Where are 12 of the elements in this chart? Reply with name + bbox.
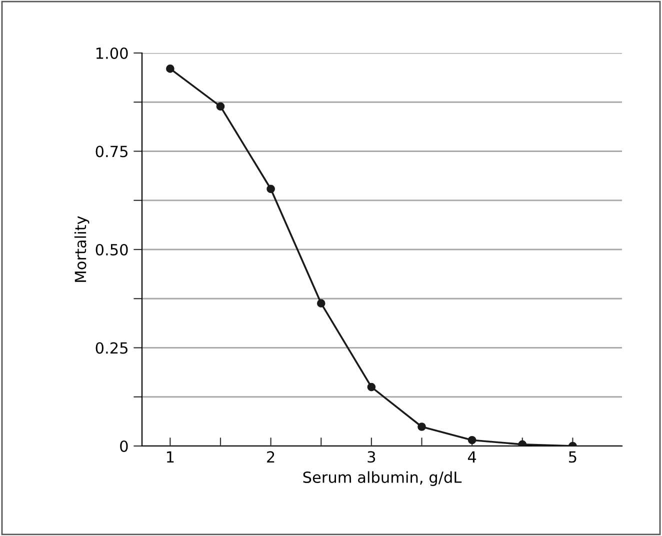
x-tick-label: 5: [569, 451, 576, 463]
y-axis-title: Mortality: [74, 216, 90, 282]
y-tick-label: 1.00: [96, 47, 128, 60]
y-tick-label: 0.25: [96, 342, 128, 354]
x-axis-title: Serum albumin, g/dL: [303, 471, 462, 486]
x-tick-label: 1: [166, 451, 174, 462]
y-tick-label: 0.50: [96, 244, 128, 256]
y-tick-label: 0.75: [96, 146, 128, 158]
y-tick-label: 0: [120, 440, 128, 452]
x-tick-label: 2: [267, 451, 274, 462]
x-tick-label: 4: [468, 451, 476, 462]
x-tick-label: 3: [368, 451, 376, 463]
